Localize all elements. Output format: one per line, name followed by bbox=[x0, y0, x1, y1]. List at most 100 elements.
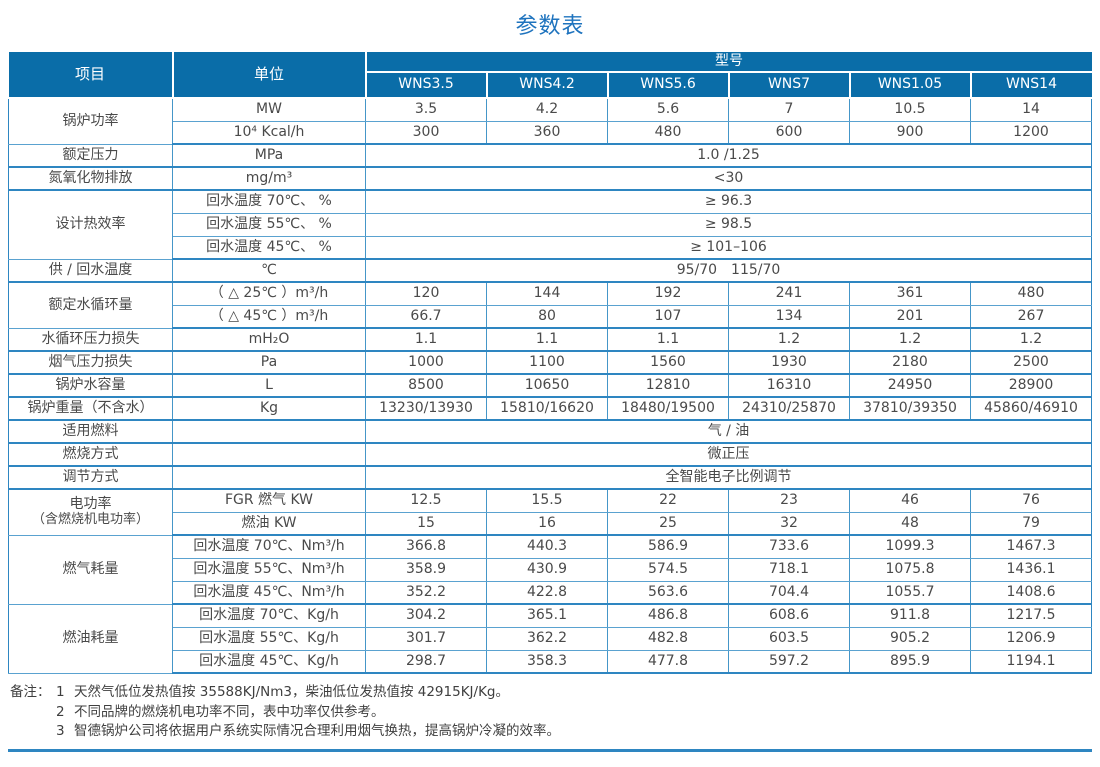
item-cell: 锅炉水容量 bbox=[8, 374, 173, 398]
value-cell: 192 bbox=[607, 282, 729, 306]
value-cell: 1100 bbox=[486, 351, 608, 375]
value-cell: 1930 bbox=[728, 351, 850, 375]
table-row: 额定压力 MPa 1.0 /1.25 bbox=[8, 144, 1092, 168]
value-cell: 430.9 bbox=[486, 558, 608, 582]
value-cell: 1467.3 bbox=[970, 535, 1092, 559]
value-cell: 15.5 bbox=[486, 489, 608, 513]
value-cell: 298.7 bbox=[365, 650, 487, 674]
unit-cell: ℃ bbox=[172, 259, 366, 283]
value-cell: 733.6 bbox=[728, 535, 850, 559]
value-cell: 1.1 bbox=[607, 328, 729, 352]
value-cell: 704.4 bbox=[728, 581, 850, 605]
value-cell: 352.2 bbox=[365, 581, 487, 605]
value-cell: 79 bbox=[970, 512, 1092, 536]
value-cell: 10.5 bbox=[849, 97, 971, 122]
value-cell: 8500 bbox=[365, 374, 487, 398]
item-cell: 额定压力 bbox=[8, 144, 173, 168]
table-row: 调节方式 全智能电子比例调节 bbox=[8, 466, 1092, 490]
value-cell: 15810/16620 bbox=[486, 397, 608, 421]
unit-cell: 回水温度 55℃、 % bbox=[172, 213, 366, 237]
merged-value-cell: ≥ 101–106 bbox=[365, 236, 1092, 260]
note-text: 不同品牌的燃烧机电功率不同，表中功率仅供参考。 bbox=[74, 703, 385, 720]
item-cell: 燃油耗量 bbox=[8, 604, 173, 674]
note-line: 2 不同品牌的燃烧机电功率不同，表中功率仅供参考。 bbox=[10, 703, 1092, 723]
value-cell: 586.9 bbox=[607, 535, 729, 559]
value-cell: 241 bbox=[728, 282, 850, 306]
item-cell: 燃烧方式 bbox=[8, 443, 173, 467]
table-row: 锅炉水容量 L 8500 10650 12810 16310 24950 28900 bbox=[8, 374, 1092, 398]
merged-value-cell: 1.0 /1.25 bbox=[365, 144, 1092, 168]
unit-cell: Pa bbox=[172, 351, 366, 375]
value-cell: 360 bbox=[486, 121, 608, 145]
table-row: 回水温度 55℃、Nm³/h 358.9 430.9 574.5 718.1 1075.8… bbox=[9, 558, 1092, 582]
note-label bbox=[10, 722, 56, 742]
col-header-unit: 单位 bbox=[171, 52, 367, 99]
table-row: 燃气耗量 回水温度 70℃、Nm³/h 366.8 440.3 586.9 733.6 10… bbox=[8, 535, 1092, 605]
unit-cell: 回水温度 55℃、Nm³/h bbox=[172, 558, 366, 582]
value-cell: 608.6 bbox=[728, 604, 850, 628]
value-cell: 1.2 bbox=[728, 328, 850, 352]
value-cell: 10650 bbox=[486, 374, 608, 398]
unit-cell: 回水温度 70℃、Kg/h bbox=[172, 604, 366, 628]
item-cell: 水循环压力损失 bbox=[8, 328, 173, 352]
unit-cell: 回水温度 45℃、Kg/h bbox=[172, 650, 366, 674]
value-cell: 14 bbox=[970, 97, 1092, 122]
unit-cell: 回水温度 45℃、 % bbox=[172, 236, 366, 260]
unit-cell: 回水温度 70℃、 % bbox=[172, 190, 366, 214]
value-cell: 477.8 bbox=[607, 650, 729, 674]
value-cell: 76 bbox=[970, 489, 1092, 513]
value-cell: 911.8 bbox=[849, 604, 971, 628]
unit-cell: L bbox=[172, 374, 366, 398]
unit-cell: FGR 燃气 KW bbox=[172, 489, 366, 513]
table-header: 项目 单位 型号 WNS3.5 WNS4.2 WNS5.6 WNS7 WNS1.05 WNS14 bbox=[8, 52, 1092, 99]
value-cell: 358.3 bbox=[486, 650, 608, 674]
unit-cell: 10⁴ Kcal/h bbox=[172, 121, 366, 145]
unit-cell: 燃油 KW bbox=[172, 512, 366, 536]
value-cell: 3.5 bbox=[365, 97, 487, 122]
value-cell: 603.5 bbox=[728, 627, 850, 651]
table-row: 氮氧化物排放 mg/m³ <30 bbox=[8, 167, 1092, 191]
header-row-models: WNS3.5 WNS4.2 WNS5.6 WNS7 WNS1.05 WNS14 bbox=[9, 71, 1092, 99]
col-header-model-WNS14: WNS14 bbox=[969, 71, 1092, 99]
page-title: 参数表 bbox=[515, 14, 585, 39]
merged-value-cell: 全智能电子比例调节 bbox=[365, 466, 1092, 490]
table-row: （ △ 45℃ ）m³/h 66.7 80 107 134 201 267 bbox=[9, 305, 1092, 329]
item-cell: 烟气压力损失 bbox=[8, 351, 173, 375]
table-row: 水循环压力损失 mH₂O 1.1 1.1 1.1 1.2 1.2 1.2 bbox=[8, 328, 1092, 352]
value-cell: 574.5 bbox=[607, 558, 729, 582]
unit-cell: （ △ 25℃ ）m³/h bbox=[172, 282, 366, 306]
value-cell: 1000 bbox=[365, 351, 487, 375]
unit-cell: 回水温度 55℃、Kg/h bbox=[172, 627, 366, 651]
value-cell: 37810/39350 bbox=[849, 397, 971, 421]
value-cell: 16310 bbox=[728, 374, 850, 398]
table-row: 回水温度 45℃、Nm³/h 352.2 422.8 563.6 704.4 1055.7… bbox=[9, 581, 1092, 605]
value-cell: 28900 bbox=[970, 374, 1092, 398]
item-cell: 设计热效率 bbox=[8, 190, 173, 260]
value-cell: 80 bbox=[486, 305, 608, 329]
unit-cell bbox=[172, 443, 366, 467]
unit-cell: （ △ 45℃ ）m³/h bbox=[172, 305, 366, 329]
value-cell: 1099.3 bbox=[849, 535, 971, 559]
table-row: 回水温度 45℃、 % ≥ 101–106 bbox=[9, 236, 1092, 260]
value-cell: 13230/13930 bbox=[365, 397, 487, 421]
value-cell: 1194.1 bbox=[970, 650, 1092, 674]
value-cell: 1560 bbox=[607, 351, 729, 375]
value-cell: 480 bbox=[607, 121, 729, 145]
item-cell: 调节方式 bbox=[8, 466, 173, 490]
item-cell: 锅炉重量（不含水） bbox=[8, 397, 173, 421]
col-header-item: 项目 bbox=[8, 52, 174, 99]
value-cell: 1408.6 bbox=[970, 581, 1092, 605]
unit-cell: 回水温度 70℃、Nm³/h bbox=[172, 535, 366, 559]
value-cell: 25 bbox=[607, 512, 729, 536]
value-cell: 1.1 bbox=[365, 328, 487, 352]
table-row: 电功率 （含燃烧机电功率） FGR 燃气 KW 12.5 15.5 22 23 46 76 bbox=[8, 489, 1092, 536]
value-cell: 718.1 bbox=[728, 558, 850, 582]
col-header-model-WNS4.2: WNS4.2 bbox=[485, 71, 609, 99]
value-cell: 134 bbox=[728, 305, 850, 329]
value-cell: 15 bbox=[365, 512, 487, 536]
value-cell: 2180 bbox=[849, 351, 971, 375]
table-row: 设计热效率 回水温度 70℃、 % ≥ 96.3 bbox=[8, 190, 1092, 260]
value-cell: 362.2 bbox=[486, 627, 608, 651]
note-text: 天然气低位发热值按 35588KJ/Nm3，柴油低位发热值按 42915KJ/K… bbox=[74, 684, 509, 700]
value-cell: 16 bbox=[486, 512, 608, 536]
